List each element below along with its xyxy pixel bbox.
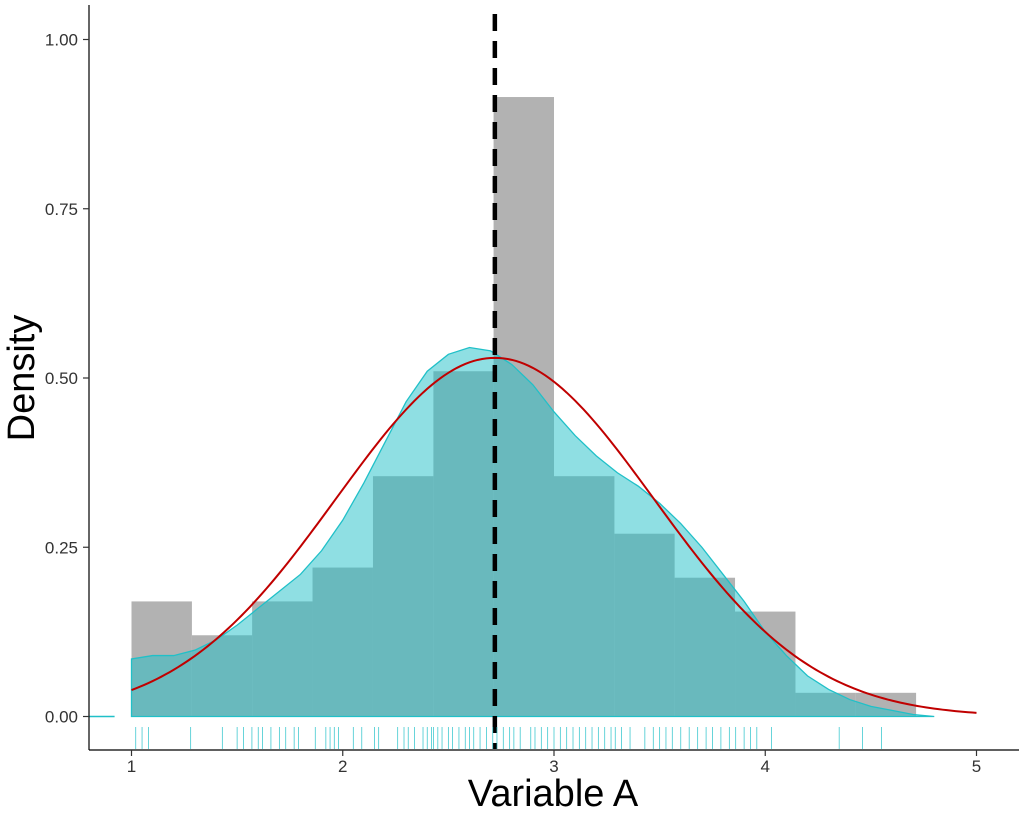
y-tick-label-3: 0.75 xyxy=(45,200,78,219)
y-tick-label-1: 0.25 xyxy=(45,538,78,557)
y-tick-label-0: 0.00 xyxy=(45,708,78,727)
y-tick-label-4: 1.00 xyxy=(45,31,78,50)
x-tick-label-2: 3 xyxy=(549,757,558,776)
x-axis-title: Variable A xyxy=(468,773,639,815)
x-tick-label-4: 5 xyxy=(972,757,981,776)
kde-area xyxy=(89,346,935,718)
x-tick-label-0: 1 xyxy=(127,757,136,776)
y-axis-title: Density xyxy=(1,315,43,442)
x-tick-label-1: 2 xyxy=(338,757,347,776)
tick-marks: 1 2 3 4 5 0.00 0.25 0.50 0.75 1.00 xyxy=(45,31,981,777)
rug-marks xyxy=(135,727,882,749)
normal-density-curve xyxy=(131,356,977,714)
x-tick-label-3: 4 xyxy=(761,757,770,776)
normal-curve xyxy=(131,356,977,714)
y-tick-label-2: 0.50 xyxy=(45,369,78,388)
kde-density-area xyxy=(130,346,935,718)
